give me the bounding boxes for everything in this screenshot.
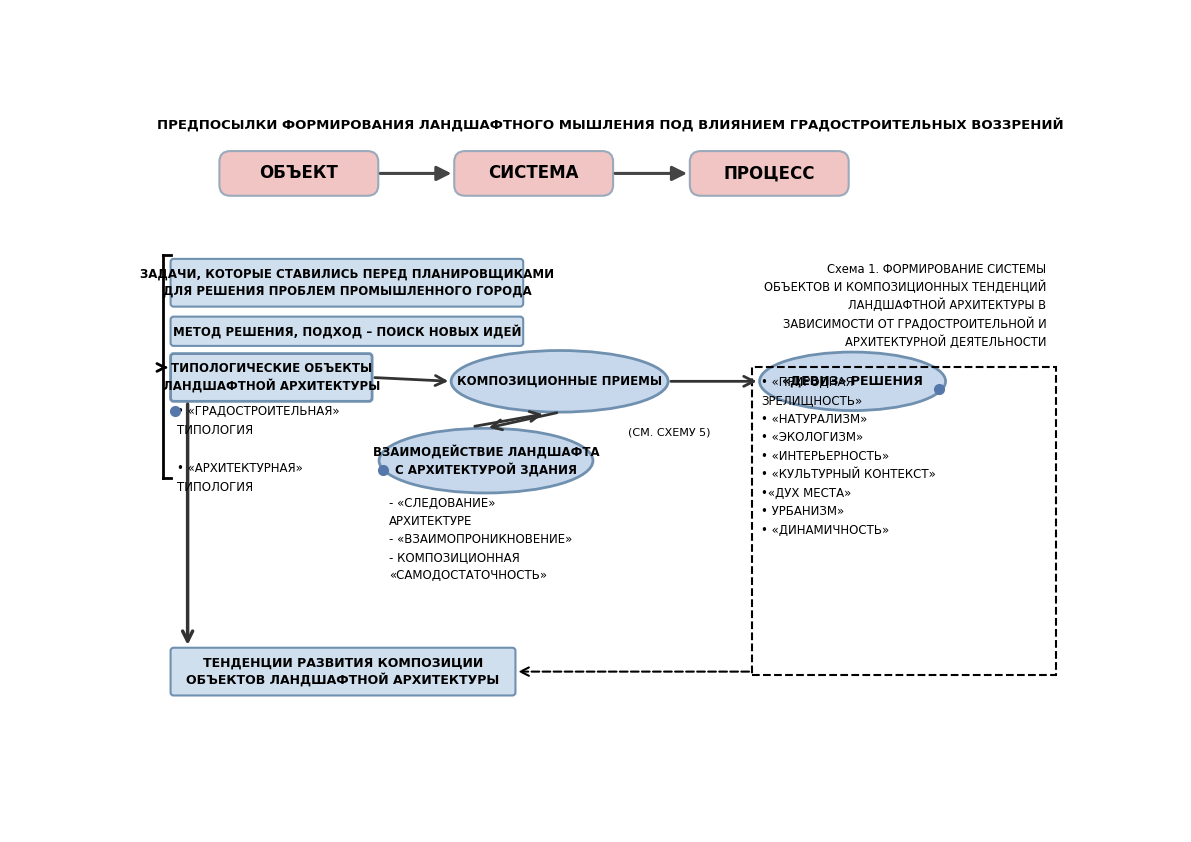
FancyBboxPatch shape xyxy=(170,647,516,695)
Ellipse shape xyxy=(760,352,946,411)
Text: КОМПОЗИЦИОННЫЕ ПРИЕМЫ: КОМПОЗИЦИОННЫЕ ПРИЕМЫ xyxy=(457,375,662,388)
FancyBboxPatch shape xyxy=(170,354,372,402)
Text: «ДЕВИЗ» РЕШЕНИЯ: «ДЕВИЗ» РЕШЕНИЯ xyxy=(782,375,923,388)
Ellipse shape xyxy=(451,350,668,412)
FancyBboxPatch shape xyxy=(170,258,523,306)
Text: ПРОЦЕСС: ПРОЦЕСС xyxy=(723,164,815,183)
FancyBboxPatch shape xyxy=(454,151,613,195)
FancyBboxPatch shape xyxy=(170,317,523,346)
FancyBboxPatch shape xyxy=(690,151,849,195)
Text: ОБЪЕКТ: ОБЪЕКТ xyxy=(258,164,338,183)
Text: - «СЛЕДОВАНИЕ»
АРХИТЕКТУРЕ
- «ВЗАИМОПРОНИКНОВЕНИЕ»
- КОМПОЗИЦИОННАЯ
«САМОДОСТАТО: - «СЛЕДОВАНИЕ» АРХИТЕКТУРЕ - «ВЗАИМОПРОН… xyxy=(389,497,573,582)
Ellipse shape xyxy=(379,429,593,493)
Text: ТИПОЛОГИЧЕСКИЕ ОБЪЕКТЫ
ЛАНДШАФТНОЙ АРХИТЕКТУРЫ: ТИПОЛОГИЧЕСКИЕ ОБЪЕКТЫ ЛАНДШАФТНОЙ АРХИТ… xyxy=(163,362,380,393)
FancyBboxPatch shape xyxy=(219,151,379,195)
Text: СИСТЕМА: СИСТЕМА xyxy=(488,164,579,183)
Bar xyxy=(752,366,1056,674)
Text: ТЕНДЕНЦИИ РАЗВИТИЯ КОМПОЗИЦИИ
ОБЪЕКТОВ ЛАНДШАФТНОЙ АРХИТЕКТУРЫ: ТЕНДЕНЦИИ РАЗВИТИЯ КОМПОЗИЦИИ ОБЪЕКТОВ Л… xyxy=(186,656,500,687)
Text: Схема 1. ФОРМИРОВАНИЕ СИСТЕМЫ
ОБЪЕКТОВ И КОМПОЗИЦИОННЫХ ТЕНДЕНЦИЙ
ЛАНДШАФТНОЙ АР: Схема 1. ФОРМИРОВАНИЕ СИСТЕМЫ ОБЪЕКТОВ И… xyxy=(763,263,1047,349)
Text: • «ПРИРОДНАЯ
ЗРЕЛИЩНОСТЬ»
• «НАТУРАЛИЗМ»
• «ЭКОЛОГИЗМ»
• «ИНТЕРЬЕРНОСТЬ»
• «КУЛЬ: • «ПРИРОДНАЯ ЗРЕЛИЩНОСТЬ» • «НАТУРАЛИЗМ»… xyxy=(761,376,936,537)
Text: МЕТОД РЕШЕНИЯ, ПОДХОД – ПОИСК НОВЫХ ИДЕЙ: МЕТОД РЕШЕНИЯ, ПОДХОД – ПОИСК НОВЫХ ИДЕЙ xyxy=(173,324,522,338)
Text: (СМ. СХЕМУ 5): (СМ. СХЕМУ 5) xyxy=(628,427,710,437)
Text: ПРЕДПОСЫЛКИ ФОРМИРОВАНИЯ ЛАНДШАФТНОГО МЫШЛЕНИЯ ПОД ВЛИЯНИЕМ ГРАДОСТРОИТЕЛЬНЫХ ВО: ПРЕДПОСЫЛКИ ФОРМИРОВАНИЯ ЛАНДШАФТНОГО МЫ… xyxy=(157,117,1064,131)
Text: ЗАДАЧИ, КОТОРЫЕ СТАВИЛИСЬ ПЕРЕД ПЛАНИРОВЩИКАМИ
ДЛЯ РЕШЕНИЯ ПРОБЛЕМ ПРОМЫШЛЕННОГО: ЗАДАЧИ, КОТОРЫЕ СТАВИЛИСЬ ПЕРЕД ПЛАНИРОВ… xyxy=(139,268,554,297)
Text: • «ГРАДОСТРОИТЕЛЬНАЯ»
ТИПОЛОГИЯ

• «АРХИТЕКТУРНАЯ»
ТИПОЛОГИЯ: • «ГРАДОСТРОИТЕЛЬНАЯ» ТИПОЛОГИЯ • «АРХИТ… xyxy=(176,405,339,494)
Text: ВЗАИМОДЕЙСТВИЕ ЛАНДШАФТА
С АРХИТЕКТУРОЙ ЗДАНИЯ: ВЗАИМОДЕЙСТВИЕ ЛАНДШАФТА С АРХИТЕКТУРОЙ … xyxy=(373,445,599,477)
